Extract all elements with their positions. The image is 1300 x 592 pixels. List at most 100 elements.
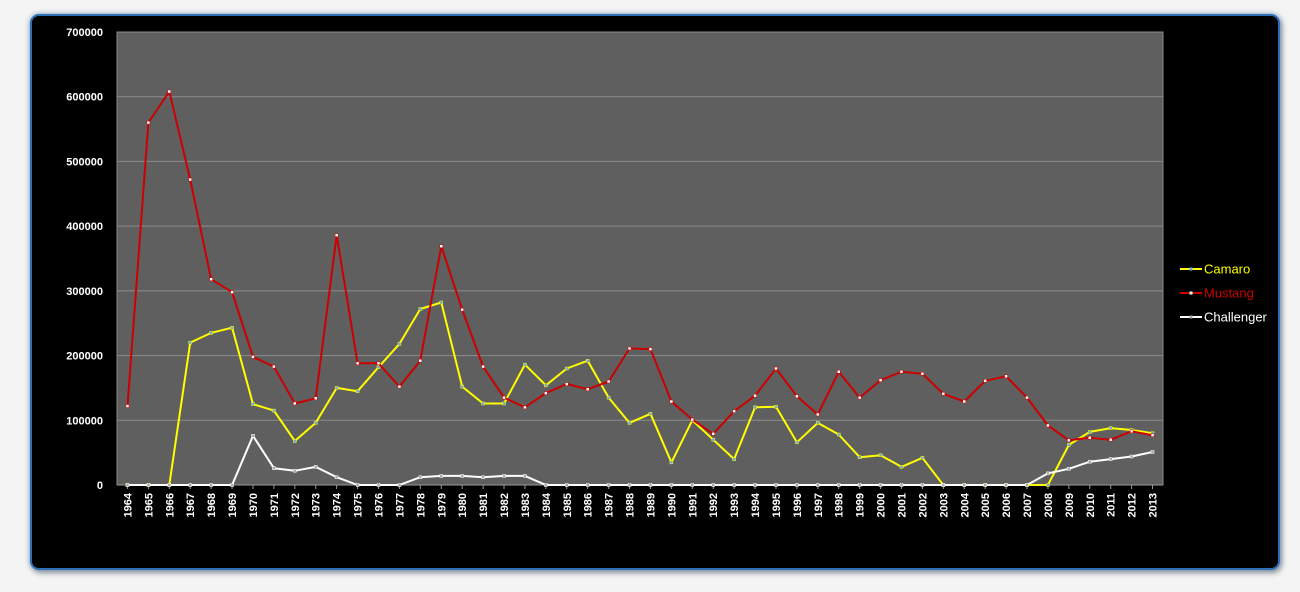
data-point-challenger-1995 [774, 483, 778, 487]
x-tick-label: 1993 [729, 493, 741, 517]
data-point-challenger-1976 [376, 483, 381, 487]
data-point-mustang-1966 [167, 89, 172, 94]
data-point-mustang-1985 [565, 382, 569, 386]
data-point-mustang-1978 [418, 358, 423, 363]
x-tick-label: 1998 [834, 493, 846, 517]
x-tick-label: 1982 [499, 493, 511, 517]
plot-area [116, 31, 1164, 486]
x-tick-label: 1972 [290, 493, 302, 517]
data-point-challenger-2006 [1004, 483, 1008, 487]
y-tick-label: 0 [97, 480, 103, 492]
data-point-mustang-2000 [878, 378, 883, 382]
series-challenger [125, 434, 1155, 487]
data-point-mustang-1981 [481, 364, 485, 369]
data-point-camaro-1968 [209, 331, 213, 335]
data-point-camaro-1973 [313, 421, 318, 425]
x-tick-label: 1969 [227, 493, 239, 517]
x-tick-label: 2003 [938, 493, 950, 517]
data-point-camaro-2008 [1046, 483, 1050, 487]
x-tick-label: 1994 [750, 492, 762, 517]
x-tick-label: 1973 [311, 493, 323, 517]
data-point-challenger-1980 [460, 474, 464, 478]
x-tick-label: 2008 [1043, 493, 1055, 517]
y-tick-label: 100000 [66, 415, 103, 427]
data-point-challenger-1994 [753, 483, 757, 487]
data-point-mustang-1993 [732, 409, 736, 413]
x-tick-label: 2007 [1022, 493, 1034, 517]
data-point-mustang-1969 [230, 290, 234, 294]
data-point-challenger-2012 [1129, 454, 1134, 459]
data-point-challenger-2009 [1067, 467, 1071, 471]
data-point-challenger-2000 [878, 483, 883, 487]
data-point-mustang-1992 [711, 432, 715, 436]
x-tick-label: 1971 [269, 493, 281, 517]
x-tick-label: 1990 [666, 493, 678, 517]
data-point-mustang-1968 [209, 277, 213, 281]
data-point-camaro-1984 [544, 383, 548, 388]
x-tick-label: 1999 [855, 493, 867, 517]
data-point-challenger-1970 [251, 434, 255, 438]
series-line-mustang [126, 90, 1153, 442]
data-point-camaro-1989 [648, 412, 653, 416]
data-point-mustang-1995 [774, 366, 778, 371]
y-tick-label: 400000 [66, 221, 103, 233]
x-tick-label: 1988 [625, 493, 637, 517]
data-point-camaro-1993 [732, 457, 736, 461]
data-point-challenger-1975 [355, 483, 360, 487]
data-point-mustang-1997 [816, 412, 820, 417]
x-tick-label: 2012 [1127, 493, 1139, 517]
data-point-challenger-1969 [230, 483, 234, 487]
series-line-challenger [127, 434, 1153, 486]
x-tick-label: 1965 [143, 493, 155, 517]
data-point-mustang-1996 [795, 394, 799, 399]
data-point-challenger-1992 [711, 483, 715, 487]
data-point-mustang-1979 [439, 244, 444, 248]
data-point-camaro-2011 [1108, 426, 1113, 430]
x-tick-label: 1975 [353, 493, 365, 517]
data-point-camaro-1970 [251, 402, 255, 406]
data-point-camaro-1992 [711, 437, 715, 442]
data-point-mustang-1991 [690, 417, 695, 422]
data-point-mustang-1988 [627, 346, 632, 351]
legend-item-camaro: Camaro [1180, 262, 1250, 277]
data-point-camaro-1988 [627, 421, 632, 425]
data-point-camaro-1996 [795, 440, 799, 445]
x-tick-label: 2006 [1001, 493, 1013, 517]
data-point-challenger-2010 [1088, 459, 1092, 464]
data-point-challenger-1965 [146, 483, 151, 487]
data-point-challenger-1982 [502, 474, 506, 478]
data-point-mustang-1986 [585, 387, 590, 391]
legend-marker [1189, 315, 1193, 319]
legend-marker [1189, 267, 1193, 271]
data-point-challenger-1972 [293, 469, 297, 473]
data-point-camaro-1994 [753, 405, 757, 410]
data-point-mustang-1990 [669, 399, 674, 404]
chart-frame: 0 100000 200000 300000 400000 500000 600000 700… [30, 14, 1280, 570]
x-tick-label: 1996 [792, 493, 804, 517]
data-point-mustang-1967 [188, 177, 192, 182]
legend-marker [1189, 291, 1193, 295]
x-tick-label: 2001 [897, 493, 909, 517]
data-point-camaro-2010 [1088, 430, 1092, 434]
x-tick-label: 1997 [813, 493, 825, 517]
data-point-mustang-2002 [920, 371, 925, 376]
data-point-challenger-1973 [313, 465, 318, 469]
data-point-challenger-1967 [188, 483, 192, 487]
x-tick-label: 1974 [332, 492, 344, 517]
x-tick-label: 2002 [917, 493, 929, 517]
x-tick-label: 2000 [876, 493, 888, 517]
data-point-camaro-1983 [523, 362, 527, 367]
x-tick-label: 2011 [1106, 493, 1118, 517]
x-tick-label: 1978 [415, 493, 427, 517]
data-point-mustang-2008 [1046, 423, 1050, 428]
x-tick-label: 1968 [206, 493, 218, 517]
x-tick-label: 1992 [708, 493, 720, 517]
x-tick-label: 1976 [374, 493, 386, 517]
data-point-challenger-1971 [272, 466, 276, 470]
x-tick-label: 1991 [687, 493, 699, 517]
data-point-mustang-2010 [1088, 436, 1092, 440]
line-chart: 0 100000 200000 300000 400000 500000 600000 700… [66, 27, 1267, 517]
x-tick-label: 2004 [959, 492, 971, 517]
data-point-mustang-1974 [334, 233, 339, 237]
data-point-camaro-1975 [355, 389, 360, 393]
